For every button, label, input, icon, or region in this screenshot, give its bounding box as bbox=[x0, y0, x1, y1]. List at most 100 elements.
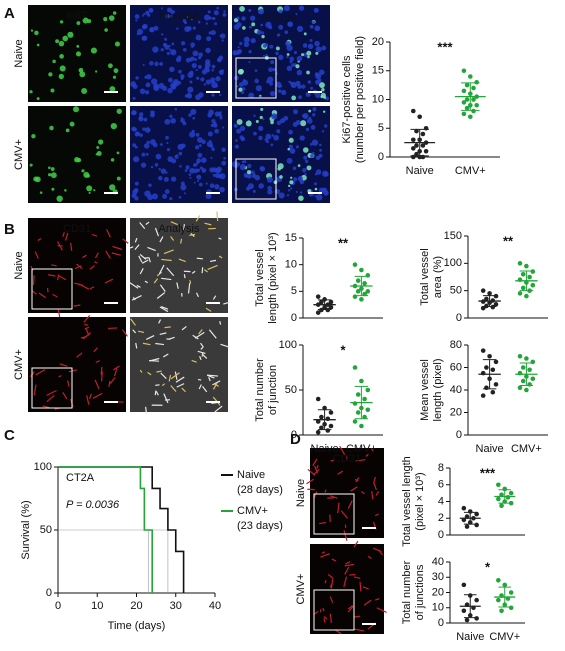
y-tick-label: 5 bbox=[378, 122, 384, 134]
vessel bbox=[202, 386, 208, 393]
cell bbox=[270, 143, 274, 147]
y-tick-label: 20 bbox=[450, 406, 462, 418]
error-bar bbox=[519, 362, 534, 386]
y-tick-label: 10 bbox=[372, 93, 384, 105]
vessel bbox=[64, 232, 69, 241]
cell bbox=[306, 165, 312, 171]
error-bar bbox=[519, 270, 534, 292]
cell bbox=[237, 46, 240, 49]
vessel bbox=[170, 372, 180, 380]
cell bbox=[178, 69, 182, 74]
cell bbox=[203, 83, 207, 86]
vessel bbox=[147, 246, 156, 252]
y-tick-label: 40 bbox=[450, 384, 462, 396]
cell bbox=[96, 146, 100, 149]
cell bbox=[320, 92, 326, 98]
data-point bbox=[496, 496, 501, 502]
cell bbox=[82, 17, 89, 24]
vessel bbox=[129, 246, 134, 249]
legend-label: CMV+ bbox=[237, 505, 268, 517]
cell bbox=[295, 145, 299, 149]
data-point bbox=[362, 414, 367, 420]
vessel bbox=[189, 280, 192, 284]
cell bbox=[300, 191, 303, 194]
y-axis-label: Mean vessel bbox=[419, 359, 431, 421]
cell bbox=[161, 33, 164, 36]
cell bbox=[143, 12, 146, 16]
cell bbox=[286, 53, 290, 56]
cell bbox=[319, 143, 322, 147]
data-point bbox=[524, 263, 529, 269]
cell bbox=[171, 42, 175, 46]
cell bbox=[211, 69, 215, 72]
cell bbox=[290, 187, 293, 190]
vessel bbox=[74, 265, 82, 270]
cell bbox=[207, 112, 213, 118]
data-point bbox=[520, 285, 526, 291]
cell bbox=[110, 158, 115, 162]
cell bbox=[169, 14, 173, 18]
vessel bbox=[156, 370, 162, 373]
vessel bbox=[370, 447, 374, 452]
vessel bbox=[324, 489, 327, 493]
cell bbox=[149, 61, 154, 66]
vessel bbox=[156, 271, 163, 277]
cell bbox=[235, 139, 238, 142]
cell bbox=[271, 134, 275, 137]
cell bbox=[159, 61, 164, 66]
vessel bbox=[163, 249, 174, 255]
data-point bbox=[315, 430, 321, 435]
y-axis-label: of junctions bbox=[414, 564, 426, 620]
cell bbox=[62, 35, 69, 42]
vessel bbox=[324, 580, 327, 584]
cell bbox=[160, 48, 164, 52]
vessel bbox=[82, 332, 92, 340]
cell bbox=[158, 168, 161, 171]
y-axis-label: (pixel × 10³) bbox=[414, 472, 426, 530]
vessel bbox=[191, 359, 197, 363]
cell bbox=[152, 46, 159, 53]
cell bbox=[170, 49, 177, 56]
vessel bbox=[170, 221, 178, 226]
vessel bbox=[323, 616, 328, 620]
vessel bbox=[200, 346, 204, 350]
cell bbox=[248, 50, 252, 54]
vessel bbox=[94, 261, 98, 264]
data-point bbox=[411, 146, 416, 151]
cell bbox=[296, 25, 304, 33]
cell bbox=[144, 127, 151, 133]
cell bbox=[273, 180, 278, 185]
image-column-label: CD31 bbox=[63, 223, 91, 235]
vessel bbox=[159, 236, 164, 243]
cell bbox=[296, 69, 303, 76]
significance: * bbox=[485, 559, 491, 574]
data-point bbox=[359, 378, 364, 384]
data-point bbox=[328, 299, 334, 305]
cell bbox=[184, 169, 188, 172]
cell bbox=[184, 94, 188, 98]
image-background bbox=[28, 317, 126, 412]
y-tick-label: 5 bbox=[291, 285, 297, 297]
data-point bbox=[414, 143, 419, 148]
cell bbox=[160, 168, 167, 174]
error-bar bbox=[482, 295, 497, 308]
cell bbox=[205, 47, 211, 54]
data-point bbox=[319, 299, 324, 305]
data-point bbox=[474, 616, 479, 621]
cell bbox=[222, 126, 225, 129]
y-axis-label: Survival (%) bbox=[20, 500, 32, 559]
x-tick-label: 20 bbox=[130, 600, 142, 612]
cell bbox=[252, 189, 256, 193]
cell bbox=[242, 79, 246, 83]
cell bbox=[211, 93, 215, 97]
cell bbox=[299, 135, 305, 141]
cell bbox=[236, 16, 240, 20]
vessel bbox=[322, 607, 325, 612]
vessel bbox=[68, 369, 78, 373]
y-tick-label: 0 bbox=[46, 587, 52, 599]
cell bbox=[291, 63, 295, 67]
cell bbox=[204, 62, 211, 68]
data-point bbox=[365, 273, 371, 278]
data-point bbox=[464, 97, 470, 102]
vessel bbox=[187, 282, 191, 294]
